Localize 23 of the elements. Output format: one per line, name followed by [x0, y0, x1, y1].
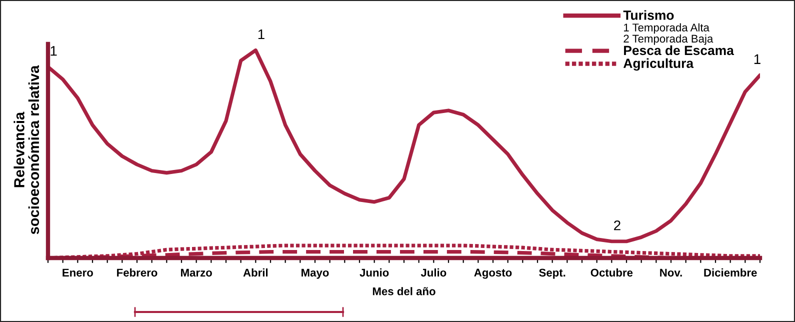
legend-label: Pesca de Escama — [624, 45, 734, 56]
annotation: 1 — [754, 54, 760, 64]
x-tick-label: Octubre — [590, 268, 633, 277]
annotation: 1 — [50, 46, 57, 56]
annotation: 1 — [258, 29, 264, 40]
text: 1 Temporada Alta — [624, 23, 710, 34]
legend-label: Agricultura — [623, 58, 694, 71]
x-axis-title: Mes del año — [372, 287, 436, 296]
x-tick-label: Nov. — [660, 268, 682, 277]
x-tick-label: Mayo — [302, 268, 329, 279]
x-tick-label: Marzo — [181, 268, 212, 277]
annotation: 2 — [614, 220, 620, 230]
y-axis-title: Relevancia socioeconómica relativa — [14, 65, 40, 234]
x-tick-label: Enero — [62, 268, 93, 277]
x-tick-label: Junio — [360, 268, 389, 277]
x-tick-label: Sept. — [539, 268, 566, 279]
x-tick-label: Diciembre — [704, 268, 757, 277]
x-tick-label: Abril — [243, 268, 268, 277]
x-tick-label: Agosto — [474, 268, 512, 279]
x-tick-label: Febrero — [117, 268, 158, 277]
legend-label: Turismo — [623, 10, 674, 20]
x-tick-label: Julio — [420, 268, 446, 277]
text: 2 Temporada Baja — [624, 34, 714, 45]
